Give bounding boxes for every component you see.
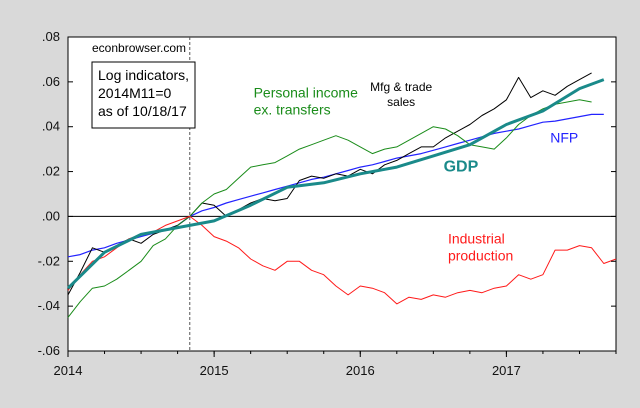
y-tick-label: .02 [42,164,60,179]
series-label-industrial-production: Industrial [448,230,505,246]
info-line: 2014M11=0 [98,85,172,101]
series-label-nfp: NFP [550,129,578,145]
info-line: Log indicators, [98,67,189,83]
y-tick-label: .06 [42,74,60,89]
y-tick-label: -.04 [38,298,60,313]
info-box: Log indicators, 2014M11=0 as of 10/18/17 [91,61,196,129]
y-tick-label: -.02 [38,253,60,268]
series-line-personal-income-ex-transfers [67,99,592,318]
series-label-mfg-trade-sales: sales [387,95,415,109]
x-tick-label: 2016 [346,363,375,378]
series-label-personal-income-ex-transfers: Personal income [254,85,358,101]
x-tick-label: 2017 [492,363,521,378]
series-label-industrial-production: production [448,247,513,263]
series-line-mfg-trade-sales [67,72,592,296]
info-line: as of 10/18/17 [98,103,187,119]
series-line-industrial-production [67,215,617,305]
series-label-personal-income-ex-transfers: ex. transfers [254,102,331,118]
series-line-gdp [66,78,605,290]
series-label-mfg-trade-sales: Mfg & trade [370,80,432,94]
source-text: econbrowser.com [92,41,186,55]
y-tick-label: .04 [42,119,60,134]
x-tick-label: 2014 [54,363,83,378]
series-label-gdp: GDP [444,159,479,176]
x-tick-label: 2015 [200,363,229,378]
y-tick-label: .08 [42,29,60,44]
y-tick-label: -.06 [38,343,60,358]
y-tick-label: .00 [42,208,60,223]
